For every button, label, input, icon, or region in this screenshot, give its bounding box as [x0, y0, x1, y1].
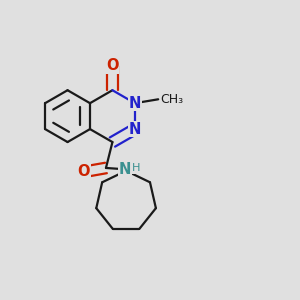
Text: O: O [106, 58, 119, 73]
Text: CH₃: CH₃ [160, 93, 184, 106]
Text: N: N [118, 162, 131, 177]
Text: N: N [129, 96, 141, 111]
Text: O: O [78, 164, 90, 179]
Text: N: N [129, 122, 141, 136]
Text: H: H [132, 164, 140, 173]
